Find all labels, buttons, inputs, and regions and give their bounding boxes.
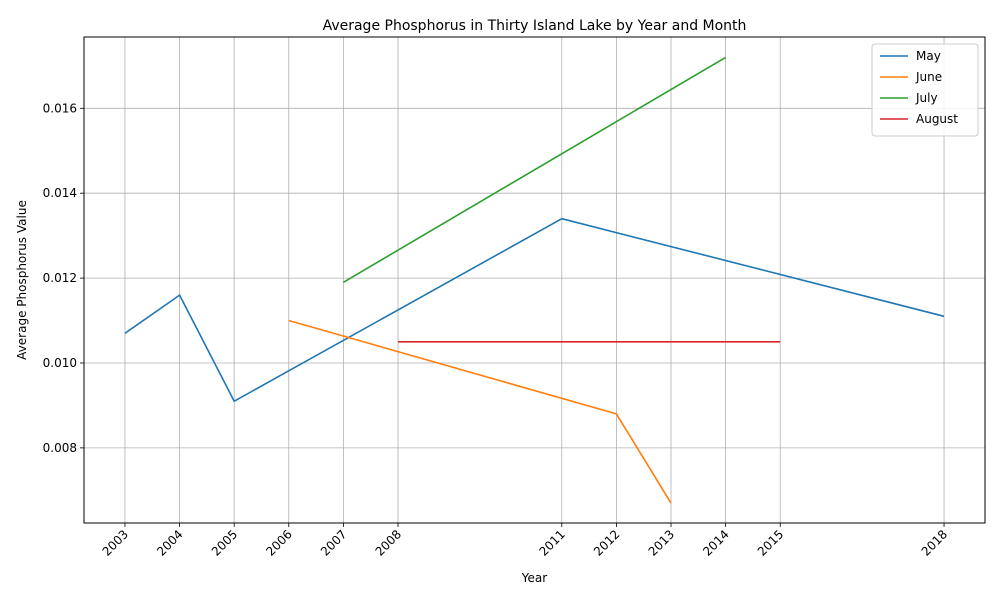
x-tick-label: 2012 (591, 527, 622, 558)
series-lines (124, 56, 945, 504)
y-tick-label: 0.016 (43, 101, 77, 115)
x-tick-label: 2015 (755, 527, 786, 558)
x-tick-label: 2011 (536, 527, 567, 558)
plot-area (84, 37, 985, 523)
y-tick-label: 0.010 (43, 356, 77, 370)
x-tick-label: 2004 (154, 527, 185, 558)
x-tick-label: 2014 (700, 527, 731, 558)
x-axis: 2003 2004 2005 2006 2007 2008 2011 2012 2013 2014… (100, 523, 950, 559)
legend-entry-label: July (915, 91, 938, 105)
y-axis: 0.008 0.010 0.012 0.014 0.016 (43, 101, 84, 455)
x-tick-label: 2003 (100, 527, 131, 558)
legend-entry-label: May (916, 49, 941, 63)
legend: May June July August (871, 43, 979, 137)
y-tick-label: 0.012 (43, 271, 77, 285)
plot-frame (83, 36, 986, 524)
y-tick-label: 0.014 (43, 186, 77, 200)
chart-title: Average Phosphorus in Thirty Island Lake… (323, 18, 747, 34)
legend-entry-label: August (916, 112, 958, 126)
x-tick-label: 2005 (209, 527, 240, 558)
series-line-july (342, 56, 727, 283)
x-tick-label: 2007 (318, 527, 349, 558)
series-line-may (124, 217, 945, 403)
x-tick-label: 2018 (919, 527, 950, 558)
x-tick-label: 2008 (373, 527, 404, 558)
legend-box (871, 43, 979, 137)
x-axis-label: Year (521, 571, 547, 585)
x-tick-label: 2013 (646, 527, 677, 558)
y-tick-label: 0.008 (43, 441, 77, 455)
y-axis-label: Average Phosphorus Value (15, 200, 29, 360)
legend-entry-label: June (915, 70, 942, 84)
x-tick-label: 2006 (263, 527, 294, 558)
series-line-june (288, 319, 672, 504)
